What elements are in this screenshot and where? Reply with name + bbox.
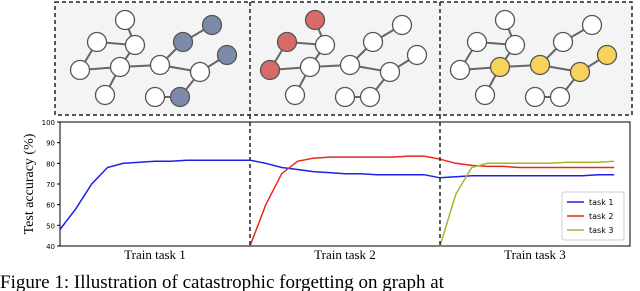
graph-node bbox=[284, 84, 306, 106]
y-tick-label: 40 bbox=[46, 243, 55, 251]
graph-node bbox=[569, 61, 591, 83]
graph-panels bbox=[54, 1, 633, 116]
legend-label: task 1 bbox=[589, 198, 613, 207]
graph-node bbox=[109, 56, 131, 78]
graph-node bbox=[362, 31, 384, 53]
graph-node bbox=[124, 34, 146, 56]
graph-node bbox=[596, 44, 618, 66]
graph-node bbox=[216, 44, 238, 66]
graph-node bbox=[259, 59, 281, 81]
y-tick-label: 70 bbox=[46, 181, 55, 189]
legend-label: task 3 bbox=[589, 226, 613, 235]
graph-node bbox=[276, 31, 298, 53]
graph-node bbox=[529, 54, 551, 76]
graph-node bbox=[172, 31, 194, 53]
graph-node bbox=[94, 84, 116, 106]
plot-frame bbox=[59, 121, 631, 247]
chart: Test accuracy (%) 40 50 60 70 80 90 100 Train t… bbox=[22, 119, 631, 262]
graph-node bbox=[189, 61, 211, 83]
graph-node bbox=[314, 34, 336, 56]
graph-node bbox=[449, 59, 471, 81]
graph-node bbox=[504, 34, 526, 56]
graph-node bbox=[86, 31, 108, 53]
legend-label: task 2 bbox=[589, 212, 613, 221]
y-tick-label: 80 bbox=[46, 160, 55, 168]
legend-box bbox=[561, 191, 625, 241]
y-tick-label: 60 bbox=[46, 202, 55, 210]
series-line bbox=[249, 155, 615, 247]
graph-node bbox=[379, 61, 401, 83]
graph-node bbox=[169, 86, 191, 108]
graph-node bbox=[391, 14, 413, 36]
y-tick-label: 90 bbox=[46, 140, 55, 148]
y-axis-label: Test accuracy (%) bbox=[22, 133, 37, 234]
graph-node bbox=[552, 31, 574, 53]
graph-node bbox=[474, 84, 496, 106]
graph-node bbox=[149, 54, 171, 76]
graph-node bbox=[359, 86, 381, 108]
graph-node bbox=[304, 9, 326, 31]
caption: Figure 1: Illustration of catastrophic f… bbox=[0, 272, 445, 291]
graph-node bbox=[339, 54, 361, 76]
graph-node bbox=[466, 31, 488, 53]
graph-node bbox=[494, 9, 516, 31]
graph-node bbox=[549, 86, 571, 108]
graph-node bbox=[299, 56, 321, 78]
x-section-label: Train task 3 bbox=[504, 247, 566, 262]
x-section-label: Train task 1 bbox=[124, 247, 186, 262]
graph-node bbox=[144, 86, 166, 108]
series-line bbox=[59, 159, 615, 230]
graph-node bbox=[114, 9, 136, 31]
series-line bbox=[439, 160, 615, 247]
y-tick-label: 50 bbox=[46, 222, 55, 230]
graph-node bbox=[69, 59, 91, 81]
graph-node bbox=[334, 86, 356, 108]
graph-node bbox=[201, 14, 223, 36]
graph-node bbox=[406, 44, 428, 66]
graph-node bbox=[489, 56, 511, 78]
x-section-label: Train task 2 bbox=[314, 247, 376, 262]
y-tick-label: 100 bbox=[42, 119, 55, 127]
graph-node bbox=[524, 86, 546, 108]
graph-node bbox=[581, 14, 603, 36]
